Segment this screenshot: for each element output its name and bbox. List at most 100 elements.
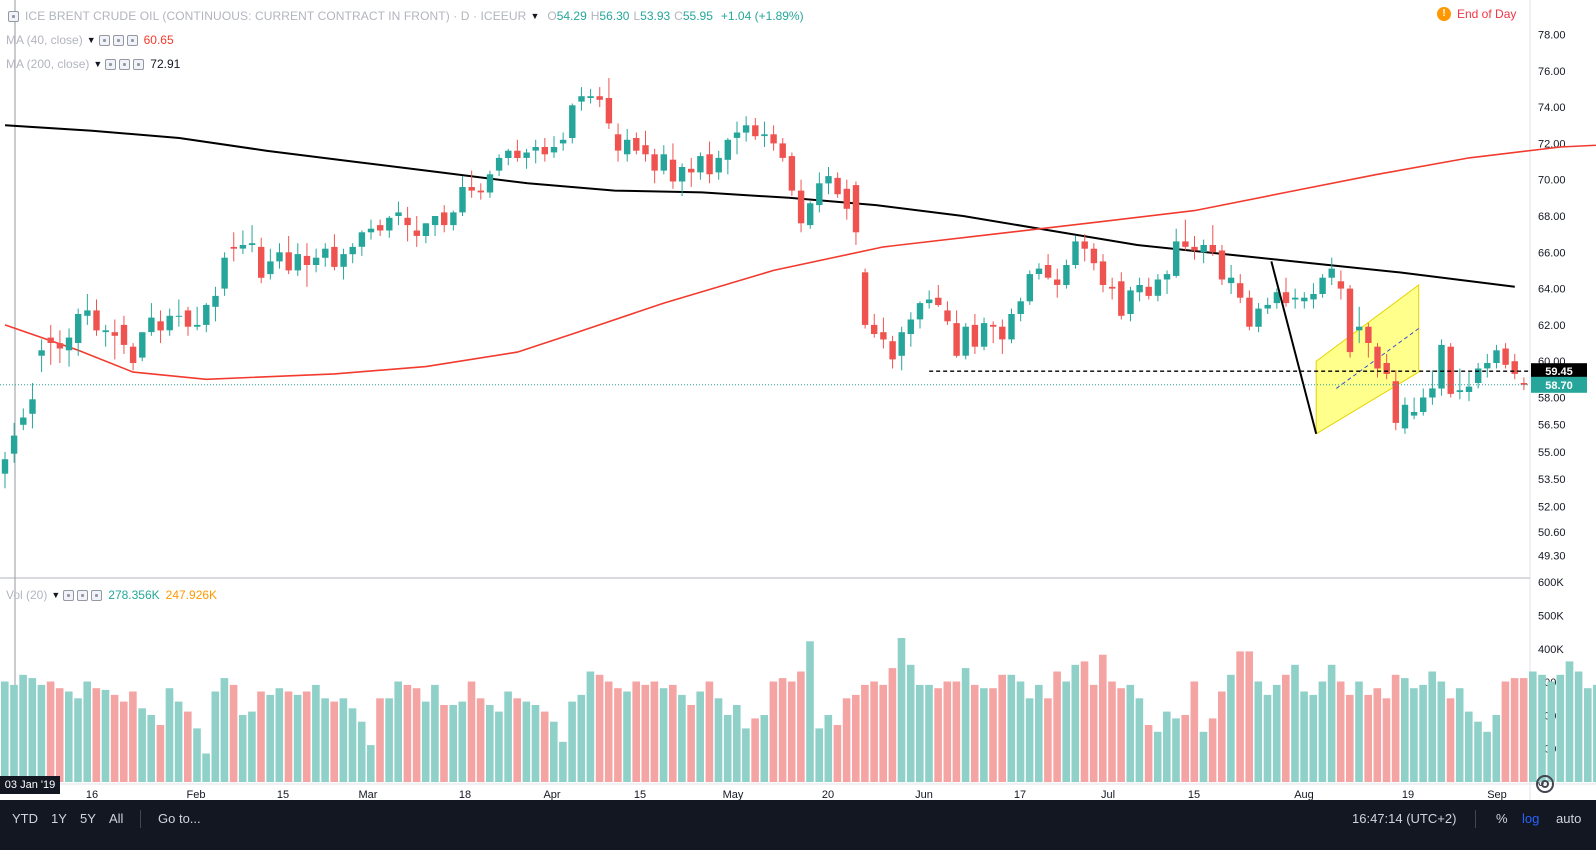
- open-value: 54.29: [556, 9, 587, 23]
- percent-toggle[interactable]: %: [1496, 811, 1508, 826]
- volume-bar: [861, 684, 869, 783]
- candle-body: [65, 337, 73, 351]
- volume-bar: [522, 701, 531, 782]
- candle-body: [559, 139, 567, 144]
- volume-bar: [1327, 664, 1336, 783]
- candle-body: [157, 321, 164, 331]
- candle-body: [1465, 386, 1473, 392]
- chevron-down-icon[interactable]: ▼: [530, 11, 540, 21]
- candle-body: [486, 174, 494, 193]
- volume-bar: [74, 698, 82, 783]
- candle-body: [1410, 412, 1418, 416]
- volume-bar: [897, 638, 906, 783]
- ma200-line[interactable]: [4, 124, 1515, 288]
- volume-bar: [696, 691, 704, 782]
- settings-icon[interactable]: [77, 589, 89, 601]
- gear-icon[interactable]: [1536, 775, 1554, 793]
- chevron-down-icon[interactable]: ▼: [93, 59, 103, 69]
- volume-bar: [321, 698, 329, 783]
- symbol-title[interactable]: ICE BRENT CRUDE OIL (CONTINUOUS: CURRENT…: [25, 9, 527, 23]
- price-tick-label: 64.00: [1538, 284, 1566, 296]
- range-5y-button[interactable]: 5Y: [80, 811, 96, 826]
- volume-bar: [833, 725, 842, 782]
- trendline-drop[interactable]: [1270, 261, 1318, 435]
- candle-body: [1493, 350, 1500, 363]
- price-chart[interactable]: 49.3050.6052.0053.5055.0056.5058.0060.00…: [0, 0, 1596, 800]
- price-tick-label: 70.00: [1538, 175, 1566, 187]
- range-ytd-button[interactable]: YTD: [12, 811, 38, 826]
- volume-bar: [412, 688, 421, 782]
- range-1y-button[interactable]: 1Y: [51, 811, 67, 826]
- time-tick-label: 20: [822, 789, 834, 800]
- candle-body: [1017, 301, 1024, 314]
- volume-bar: [486, 705, 494, 782]
- close-icon[interactable]: [133, 58, 145, 70]
- auto-toggle[interactable]: auto: [1556, 811, 1582, 826]
- rising-channel[interactable]: [1315, 284, 1420, 435]
- volume-label[interactable]: Vol (20): [6, 588, 48, 602]
- collapse-icon[interactable]: [8, 10, 19, 22]
- settings-icon[interactable]: [119, 58, 131, 70]
- volume-bar: [970, 684, 979, 783]
- volume-bar: [302, 691, 311, 782]
- volume-bar: [211, 691, 220, 782]
- candle-body: [1136, 285, 1143, 293]
- volume-bar: [92, 688, 101, 782]
- volume-bar: [1025, 698, 1034, 783]
- ma40-legend[interactable]: MA (40, close) ▼ 60.65: [6, 32, 174, 48]
- candle-body: [916, 303, 924, 320]
- symbol-legend[interactable]: ICE BRENT CRUDE OIL (CONTINUOUS: CURRENT…: [8, 8, 804, 24]
- close-icon[interactable]: [91, 589, 103, 601]
- volume-bar: [1318, 681, 1327, 782]
- low-value: 53.93: [640, 9, 671, 23]
- goto-button[interactable]: Go to...: [158, 811, 201, 826]
- volume-bar: [1108, 681, 1116, 782]
- candle-body: [1520, 383, 1528, 385]
- candle-body: [1209, 245, 1216, 253]
- ma40-line[interactable]: [4, 143, 1596, 381]
- volume-bar: [1556, 674, 1565, 782]
- settings-icon[interactable]: [112, 34, 124, 46]
- time-axis[interactable]: 16 Feb 15 Mar 18 Apr 15 May 20 Jun 17 Jul 15 Aug 19 Sep: [86, 789, 1507, 800]
- volume-bar: [1208, 718, 1217, 783]
- candle-body: [441, 212, 448, 226]
- volume-bar: [403, 684, 412, 783]
- volume-bar: [577, 694, 586, 782]
- ma40-label[interactable]: MA (40, close): [6, 33, 83, 47]
- volume-bar: [1593, 684, 1596, 783]
- volume-bar: [184, 711, 192, 782]
- candle-body: [230, 246, 237, 249]
- candle-body: [459, 187, 466, 213]
- volume-legend[interactable]: Vol (20) ▼ 278.356K 247.926K: [6, 587, 217, 603]
- volume-bar: [1153, 731, 1162, 783]
- volume-bar: [275, 688, 284, 782]
- price-axis[interactable]: 49.3050.6052.0053.5055.0056.5058.0060.00…: [1538, 30, 1566, 563]
- candle-body: [614, 134, 622, 151]
- volume-bar: [385, 698, 393, 783]
- clock-readout[interactable]: 16:47:14 (UTC+2): [1352, 811, 1457, 826]
- candle-body: [312, 257, 320, 265]
- end-of-day-badge[interactable]: ! End of Day: [1437, 7, 1516, 21]
- volume-bar: [1519, 678, 1528, 782]
- volume-bar: [293, 694, 302, 782]
- last-price-label: 58.70: [1531, 376, 1587, 393]
- candle-body: [1026, 274, 1033, 302]
- candle-body: [166, 315, 173, 331]
- chevron-down-icon[interactable]: ▼: [86, 35, 96, 45]
- candle-body: [1127, 290, 1134, 314]
- eye-icon[interactable]: [98, 34, 110, 46]
- eye-icon[interactable]: [63, 589, 75, 601]
- volume-bar: [888, 668, 897, 782]
- ma200-label[interactable]: MA (200, close): [6, 57, 90, 71]
- chevron-down-icon[interactable]: ▼: [51, 590, 61, 600]
- candle-body: [871, 324, 878, 334]
- close-icon[interactable]: [126, 34, 138, 46]
- eye-icon[interactable]: [105, 58, 117, 70]
- range-all-button[interactable]: All: [109, 811, 124, 826]
- volume-bar: [1, 681, 9, 782]
- volume-bar: [1227, 674, 1235, 782]
- volume-bar: [1419, 684, 1427, 783]
- log-toggle[interactable]: log: [1522, 811, 1540, 826]
- time-tick-label: May: [723, 789, 744, 800]
- ma200-legend[interactable]: MA (200, close) ▼ 72.91: [6, 56, 180, 72]
